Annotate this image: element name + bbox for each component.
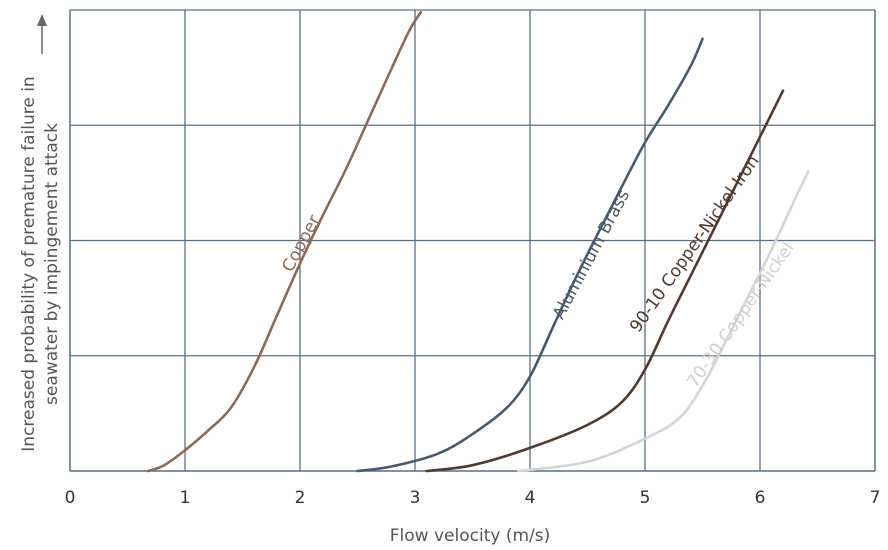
series-label-copper: Copper [278, 212, 324, 276]
x-tick-label: 3 [410, 488, 421, 508]
y-axis-title-line-1: Increased probability of premature failu… [19, 76, 39, 451]
series-line-0 [146, 11, 422, 473]
series-line-1 [356, 37, 704, 473]
y-axis-arrow [37, 14, 47, 54]
y-axis-title-line-2: seawater by impingement attack [42, 123, 62, 405]
series-line-3 [517, 170, 810, 473]
x-tick-label: 1 [180, 488, 191, 508]
series-label-70-30-copper-nickel: 70-30 Copper-Nickel [683, 239, 798, 392]
series-line-2 [425, 89, 785, 473]
x-tick-label: 2 [295, 488, 306, 508]
x-tick-label: 7 [870, 488, 881, 508]
x-tick-label: 4 [525, 488, 536, 508]
x-axis-title: Flow velocity (m/s) [390, 526, 550, 546]
x-tick-label: 5 [640, 488, 651, 508]
series-lines [146, 11, 810, 473]
grid-lines [70, 9, 875, 471]
x-tick-label: 6 [755, 488, 766, 508]
axes [69, 10, 876, 472]
x-tick-label: 0 [65, 488, 76, 508]
x-tick-labels: 0 1 2 3 4 5 6 7 [65, 488, 881, 508]
series-label-aluminium-brass: Aluminium Brass [549, 187, 634, 323]
